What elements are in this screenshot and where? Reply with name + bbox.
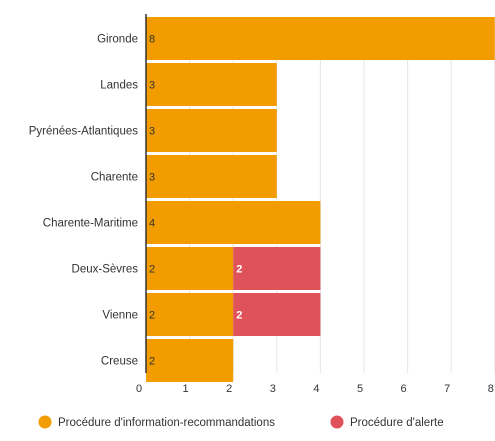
x-tick-label: 3	[270, 383, 276, 395]
bar-procedure-d-information-recommandations-creuse	[146, 339, 234, 382]
x-tick-label: 8	[488, 383, 494, 395]
category-label: Charente-Maritime	[43, 218, 138, 230]
category-label: Deux-Sèvres	[72, 264, 139, 276]
category-label: Landes	[100, 80, 138, 92]
legend-label: Procédure d'alerte	[350, 417, 444, 429]
x-tick-label: 0	[136, 383, 142, 395]
x-axis-ticks: 0 1 2 3 4 5 6 7 8	[136, 383, 494, 395]
data-label: 4	[149, 218, 155, 230]
legend-label: Procédure d'information-recommandations	[58, 417, 275, 429]
data-label: 8	[149, 34, 155, 46]
category-label: Creuse	[101, 356, 138, 368]
bar-procedure-d-alerte-vienne	[233, 293, 321, 336]
bar-procedure-d-information-recommandations-charente	[146, 155, 277, 198]
bars: 8 3 3 3 4 2 2 2 2 2	[146, 17, 495, 382]
x-tick-label: 7	[444, 383, 450, 395]
data-label: 3	[149, 126, 155, 138]
legend: Procédure d'information-recommandations P…	[38, 415, 444, 429]
bar-procedure-d-alerte-deux-sevres	[233, 247, 321, 290]
bar-procedure-d-information-recommandations-gironde	[146, 17, 495, 60]
bar-procedure-d-information-recommandations-landes	[146, 63, 277, 106]
legend-swatch-procedure-d-information-recommandations	[38, 415, 52, 429]
data-label: 2	[149, 356, 155, 368]
data-label: 3	[149, 80, 155, 92]
data-label: 2	[236, 310, 242, 322]
bar-procedure-d-information-recommandations-pyrenees-atlantiques	[146, 109, 277, 152]
bar-procedure-d-information-recommandations-deux-sevres	[146, 247, 234, 290]
x-tick-label: 1	[183, 383, 189, 395]
category-label: Charente	[91, 172, 138, 184]
category-labels: Gironde Landes Pyrénées-Atlantiques Charent…	[29, 34, 139, 368]
data-label: 2	[236, 264, 242, 276]
bar-procedure-d-information-recommandations-charente-maritime	[146, 201, 321, 244]
bar-procedure-d-information-recommandations-vienne	[146, 293, 234, 336]
x-tick-label: 5	[357, 383, 363, 395]
data-label: 3	[149, 172, 155, 184]
data-label: 2	[149, 264, 155, 276]
category-label: Vienne	[102, 310, 138, 322]
category-label: Pyrénées-Atlantiques	[29, 126, 139, 138]
x-tick-label: 2	[226, 383, 232, 395]
legend-swatch-procedure-d-alerte	[330, 415, 344, 429]
category-label: Gironde	[97, 34, 138, 46]
x-tick-label: 4	[313, 383, 319, 395]
data-label: 2	[149, 310, 155, 322]
x-tick-label: 6	[401, 383, 407, 395]
